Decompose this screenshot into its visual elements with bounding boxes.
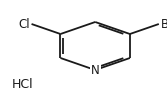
Text: HCl: HCl — [12, 78, 33, 92]
Text: Br: Br — [160, 18, 167, 30]
Text: Cl: Cl — [18, 18, 30, 30]
Text: N: N — [91, 64, 100, 76]
